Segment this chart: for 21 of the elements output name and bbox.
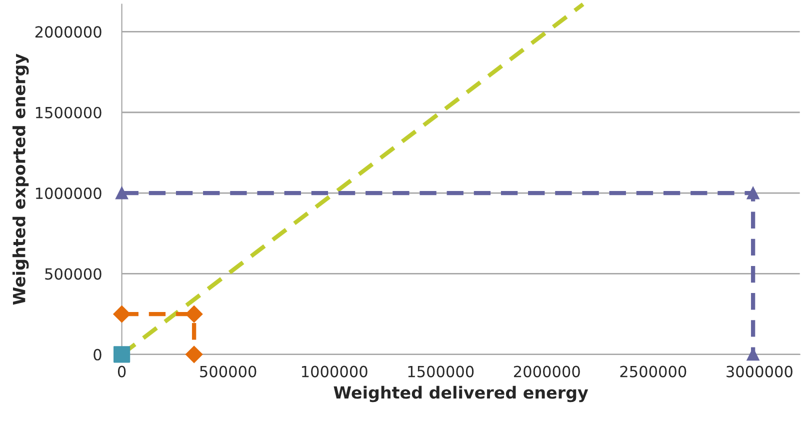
- x-tick-label: 1000000: [302, 366, 368, 378]
- x-tick-label: 3000000: [726, 366, 792, 378]
- x-tick-label: 0: [118, 366, 126, 378]
- point: [746, 348, 760, 361]
- y-tick-label: 2000000: [35, 26, 102, 38]
- y-axis-title: Weighted exported energy: [12, 54, 29, 305]
- point: [186, 306, 203, 323]
- point: [186, 346, 203, 363]
- point: [113, 306, 130, 323]
- x-tick-label: 2500000: [620, 366, 686, 378]
- point: [114, 346, 130, 363]
- y-tick-label: 1000000: [36, 188, 102, 200]
- x-tick-label: 1500000: [408, 366, 474, 378]
- x-tick-label: 500000: [200, 366, 256, 378]
- point: [116, 186, 128, 200]
- y-tick-label: 0: [94, 348, 102, 360]
- y-tick-label: 500000: [45, 268, 102, 280]
- y-tick-label: 1500000: [36, 106, 102, 118]
- point: [746, 186, 760, 200]
- x-axis-title: Weighted delivered energy: [334, 386, 588, 402]
- x-tick-label: 2000000: [514, 366, 580, 378]
